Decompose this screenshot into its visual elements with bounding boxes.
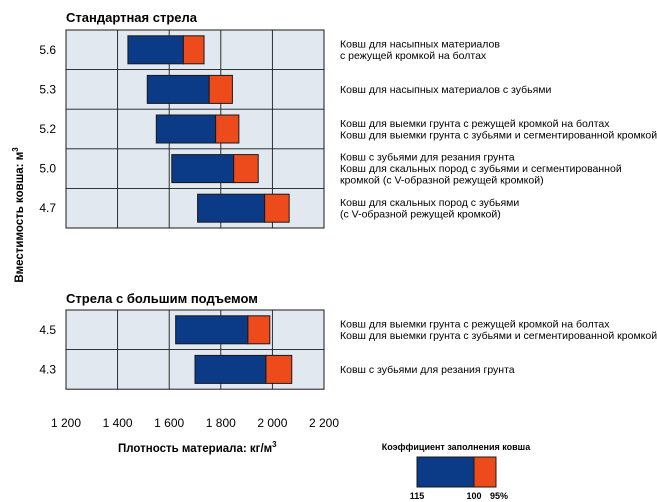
bucket-description-line: Ковш для насыпных материалов xyxy=(340,39,500,51)
legend: Коэффициент заполнения ковша 115 100 95% xyxy=(382,442,531,501)
bar-100-95-cap-5.0 xyxy=(233,154,259,184)
y-axis-title-sup: 3 xyxy=(11,147,20,152)
bar-115-100-cap-5.2 xyxy=(155,114,217,144)
capacity-label: 5.0 xyxy=(39,162,56,176)
bar-115-100-cap-4.7 xyxy=(197,193,266,223)
bar-115-100-cap-5.0 xyxy=(171,154,235,184)
bar-115-100-cap-4.5 xyxy=(175,315,249,345)
x-tick-label: 1 200 xyxy=(51,416,81,430)
x-axis-title-sup: 3 xyxy=(272,440,277,449)
bar-100-95-cap-5.6 xyxy=(182,35,205,65)
bucket-description-line: Ковш с зубьями для резания грунта xyxy=(340,152,515,164)
y-axis-title: Вместимость ковша: м3 xyxy=(11,147,26,283)
bucket-description-line: Ковш для выемки грунта с режущей кромкой… xyxy=(340,319,610,331)
capacity-label: 5.2 xyxy=(39,122,56,136)
x-tick-label: 1 400 xyxy=(103,416,133,430)
bar-100-95-cap-4.3 xyxy=(265,354,293,384)
bucket-description-line: кромкой (с V-образной режущей кромкой) xyxy=(340,175,544,187)
section-title-standard: Стандартная стрела xyxy=(66,10,198,25)
bar-115-100-cap-5.3 xyxy=(146,74,210,104)
bucket-description-line: Ковш для скальных пород с зубьями и сегм… xyxy=(340,163,622,175)
x-tick-label: 1 600 xyxy=(154,416,184,430)
bar-100-95-cap-5.2 xyxy=(215,114,240,144)
capacity-label: 4.7 xyxy=(39,201,56,215)
capacity-label: 4.5 xyxy=(39,323,56,337)
x-tick-label: 2 000 xyxy=(257,416,287,430)
bar-115-100-cap-4.3 xyxy=(194,354,267,384)
legend-bar-115-100 xyxy=(416,456,475,488)
bar-100-95-cap-5.3 xyxy=(208,74,233,104)
capacity-label: 5.6 xyxy=(39,43,56,57)
bucket-description-line: Ковш с зубьями для резания грунта xyxy=(340,364,515,376)
legend-label-95: 95% xyxy=(490,491,508,501)
bar-115-100-cap-5.6 xyxy=(127,35,184,65)
bucket-description-line: с режущей кромкой на болтах xyxy=(340,50,487,62)
legend-title: Коэффициент заполнения ковша xyxy=(382,442,531,452)
bucket-description-line: Ковш для выемки грунта с зубьями и сегме… xyxy=(340,330,657,342)
legend-label-115: 115 xyxy=(410,491,425,501)
bucket-description-line: Ковш для скальных пород с зубьями xyxy=(340,197,519,209)
x-tick-label: 1 800 xyxy=(206,416,236,430)
legend-label-100: 100 xyxy=(466,491,481,501)
capacity-label: 5.3 xyxy=(39,82,56,96)
bucket-description-line: Ковш для насыпных материалов с зубьями xyxy=(340,84,551,96)
section-title-high-lift: Стрела с большим подъемом xyxy=(66,291,258,306)
chart-bars xyxy=(127,35,293,384)
chart-tick-labels: 5.6 5.3 5.2 5.0 4.7 4.5 4.3 1 200 1 400 1 600 1 80… xyxy=(39,43,339,430)
capacity-label: 4.3 xyxy=(39,362,56,376)
bucket-description-line: Ковш для выемки грунта с зубьями и сегме… xyxy=(340,129,657,141)
x-axis-title: Плотность материала: кг/м3 xyxy=(118,440,277,455)
bucket-description-line: Ковш для выемки грунта с режущей кромкой… xyxy=(340,118,610,130)
x-tick-label: 2 200 xyxy=(309,416,339,430)
legend-bar-100-95 xyxy=(473,456,497,488)
bucket-description-line: (с V-образной режущей кромкой) xyxy=(340,208,501,220)
bar-100-95-cap-4.5 xyxy=(247,315,271,345)
bar-100-95-cap-4.7 xyxy=(264,193,290,223)
